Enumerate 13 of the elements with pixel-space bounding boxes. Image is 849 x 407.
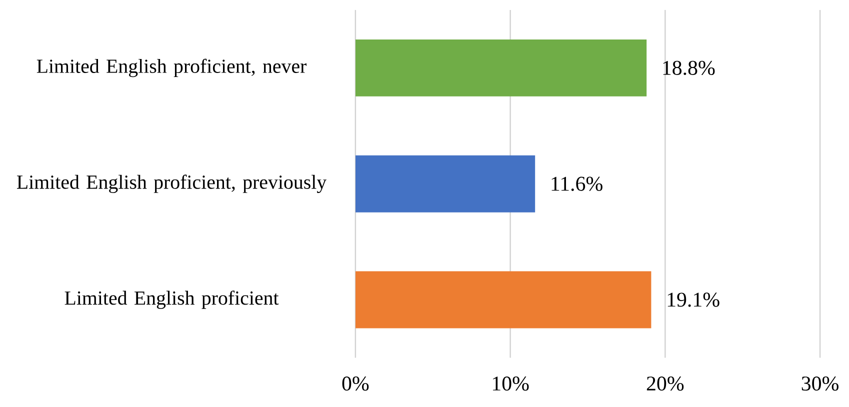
x-tick-label: 10%: [492, 376, 529, 391]
bar: [355, 40, 647, 97]
data-label: 18.8%: [663, 61, 715, 76]
y-tick-label: Limited English proficient, never: [36, 58, 307, 78]
x-tick-label: 0%: [342, 376, 369, 391]
y-tick-label: Limited English proficient, previously: [16, 174, 327, 194]
y-tick-label: Limited English proficient: [64, 290, 279, 310]
bar: [355, 271, 652, 328]
data-label: 11.6%: [552, 176, 602, 192]
bar: [355, 156, 536, 212]
x-tick-label: 20%: [646, 376, 684, 391]
x-tick-label: 30%: [802, 376, 838, 391]
data-label: 19.1%: [668, 292, 720, 308]
